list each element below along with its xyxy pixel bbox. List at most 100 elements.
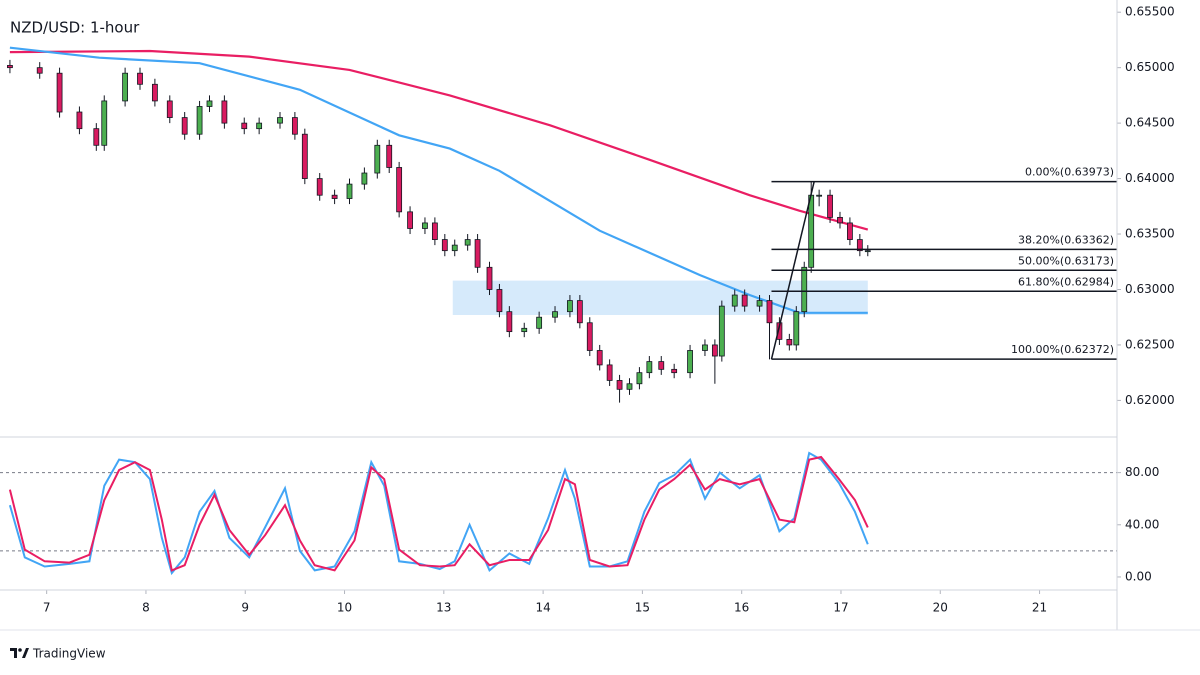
brand-logo	[10, 648, 29, 658]
candle-body	[56, 72, 63, 113]
x-tick-label: 17	[833, 601, 848, 615]
candle-body	[576, 300, 583, 324]
x-tick-label: 16	[734, 601, 749, 615]
y-tick-label: 0.63000	[1125, 282, 1175, 296]
x-tick-label: 9	[241, 601, 249, 615]
candle-body	[856, 239, 863, 252]
candle-body	[101, 100, 108, 146]
candle-body	[718, 305, 725, 357]
candle-body	[76, 111, 83, 130]
candle-body	[431, 222, 438, 240]
x-tick-label: 21	[1032, 601, 1047, 615]
fib-label: 61.80%(0.62984)	[1018, 275, 1114, 288]
candle-body	[808, 194, 815, 268]
candle-body	[451, 244, 458, 252]
candle-body	[636, 372, 643, 385]
y-tick-label: 40.00	[1125, 517, 1159, 531]
candle-body	[386, 144, 393, 168]
plot-layer: 0.62000 0.62500 0.63000 0.63500 0.64000 0.645…	[0, 5, 1175, 615]
candle-body	[776, 322, 783, 340]
x-tick-label: 7	[43, 601, 51, 615]
candle-body	[422, 222, 428, 229]
oscillator-line	[8, 451, 869, 576]
candle-body	[801, 266, 808, 313]
x-tick-label: 8	[142, 601, 150, 615]
candle-body	[521, 327, 528, 333]
candle-body	[626, 383, 633, 390]
x-tick-label: 20	[933, 601, 948, 615]
candle-body	[93, 128, 100, 146]
candle-body	[291, 117, 298, 135]
candle-body	[616, 380, 623, 390]
candle-body	[374, 144, 381, 174]
fib-label: 0.00%(0.63973)	[1025, 166, 1114, 179]
candle-body	[407, 211, 413, 229]
candle-body	[766, 300, 773, 324]
x-tick-label: 13	[436, 601, 451, 615]
candle-body	[137, 72, 143, 85]
candle-body	[837, 216, 843, 224]
x-tick-label: 10	[337, 601, 352, 615]
candle-body	[646, 361, 653, 374]
candle-body	[756, 300, 763, 307]
moving-average	[9, 49, 869, 231]
x-tick-label: 14	[535, 601, 550, 615]
candle-body	[536, 316, 543, 329]
fib-label: 38.20%(0.63362)	[1018, 233, 1114, 246]
fib-label: 50.00%(0.63173)	[1018, 254, 1114, 267]
candle-body	[196, 106, 203, 135]
x-tick-label: 15	[635, 601, 650, 615]
oscillator-line	[8, 455, 869, 572]
candle-body	[702, 344, 708, 351]
y-tick-label: 0.65000	[1125, 60, 1175, 74]
candle-body	[361, 172, 368, 185]
y-tick-label: 0.64500	[1125, 116, 1175, 130]
candle-body	[586, 322, 593, 351]
candle-body	[166, 100, 173, 118]
y-tick-label: 0.63500	[1125, 227, 1175, 241]
candle-body	[241, 122, 248, 130]
y-tick-label: 0.62500	[1125, 337, 1175, 351]
candle-body	[301, 133, 308, 179]
y-tick-label: 0.62000	[1125, 393, 1175, 407]
y-tick-label: 0.64000	[1125, 171, 1175, 185]
candle-body	[486, 266, 493, 290]
candle-body	[496, 289, 503, 313]
chart-title: NZD/USD: 1-hour	[10, 19, 140, 37]
candle-body	[464, 239, 471, 246]
candle-body	[793, 311, 800, 346]
candle-body	[256, 122, 263, 130]
candle-body	[741, 294, 748, 307]
candle-body	[441, 239, 448, 252]
candle-body	[151, 83, 158, 102]
candle-body	[506, 311, 513, 333]
candle-body	[122, 72, 129, 102]
candle-body	[474, 239, 481, 268]
brand-name: TradingView	[32, 647, 106, 661]
candle-body	[346, 183, 353, 199]
candle-body	[827, 194, 833, 218]
candle-body	[552, 311, 558, 318]
candle-body	[331, 194, 338, 199]
candle-body	[847, 222, 853, 240]
moving-average	[9, 46, 868, 314]
candle-body	[671, 368, 678, 374]
candle-body	[316, 178, 323, 196]
y-tick-label: 0.00	[1125, 569, 1152, 583]
candle-body	[7, 65, 13, 69]
candle-body	[658, 361, 665, 370]
candle-body	[396, 167, 403, 213]
candle-body	[181, 117, 188, 135]
candle-body	[816, 194, 823, 197]
candle-body	[711, 344, 718, 357]
fib-trend-line	[770, 181, 815, 360]
candle-body	[731, 294, 738, 307]
candle-body	[567, 300, 573, 313]
y-tick-label: 0.65500	[1125, 5, 1175, 19]
candle-body	[606, 364, 613, 381]
candle-body	[277, 117, 283, 124]
candle-body	[687, 350, 693, 374]
